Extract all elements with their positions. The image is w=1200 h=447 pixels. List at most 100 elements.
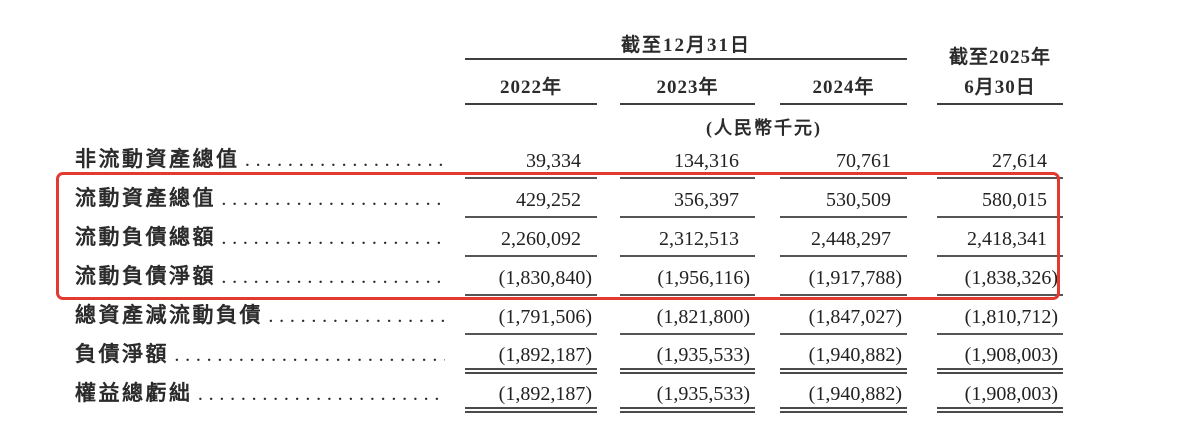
row-label-cell: 流動負債總額 .................................… [75,218,465,257]
spacer [755,218,780,257]
period-2025-header: 截至2025年 [948,47,1051,68]
row-label-cell: 流動資產總值 .................................… [75,179,465,218]
table-row-total-equity-deficit: 權益總虧絀 ..................................… [0,374,1063,413]
currency-unit-row: (人民幣千元) [0,108,1063,138]
period-group-header: 截至12月31日 [465,30,907,60]
row-label: 流動負債總額 [75,225,216,249]
spacer [0,218,75,257]
spacer [0,296,75,335]
spacer [755,70,780,105]
row-label: 流動負債淨額 [75,264,216,288]
spacer [755,374,780,413]
value-2024: 2,448,297 [780,218,907,257]
value-2025h1: (1,908,003) [937,335,1063,374]
spacer [597,70,620,105]
spacer [907,218,937,257]
spacer [75,70,465,105]
spacer [597,374,620,413]
dot-leader: ........................................… [222,232,445,248]
table-body: 非流動資產總值 ................................… [0,140,1063,413]
value-2024: (1,940,882) [780,335,907,374]
value-2023: (1,935,533) [620,335,755,374]
value-2025h1: 580,015 [937,179,1063,218]
row-label: 非流動資產總值 [75,147,240,171]
value-2025h1: 27,614 [937,140,1063,179]
value-2024: (1,847,027) [780,296,907,335]
value-2024: 530,509 [780,179,907,218]
spacer [0,374,75,413]
value-2023: (1,935,533) [620,374,755,413]
row-label-cell: 總資產減流動負債 ...............................… [75,296,465,335]
spacer [597,179,620,218]
table-row-net-current-liabilities: 流動負債淨額 .................................… [0,257,1063,296]
row-label-cell: 權益總虧絀 ..................................… [75,374,465,413]
column-header-jun30-2025: 6月30日 [937,70,1063,105]
spacer [907,296,937,335]
value-2022: (1,830,840) [465,257,597,296]
value-2023: 2,312,513 [620,218,755,257]
value-2023: (1,956,116) [620,257,755,296]
spacer [0,108,75,140]
value-2022: (1,892,187) [465,374,597,413]
row-label-cell: 負債淨額 ...................................… [75,335,465,374]
value-2022: 2,260,092 [465,218,597,257]
column-header-2024: 2024年 [780,70,907,105]
row-label: 權益總虧絀 [75,381,193,405]
table-row-current-liabilities: 流動負債總額 .................................… [0,218,1063,257]
spacer [597,296,620,335]
spacer [907,70,937,105]
value-2022: 429,252 [465,179,597,218]
spacer [907,335,937,374]
spacer [597,218,620,257]
value-2024: (1,940,882) [780,374,907,413]
spacer [0,257,75,296]
spacer [597,257,620,296]
value-2025h1: 2,418,341 [937,218,1063,257]
spacer [907,374,937,413]
dot-leader: ........................................… [269,310,445,326]
spacer [0,70,75,105]
row-label-cell: 流動負債淨額 .................................… [75,257,465,296]
dot-leader: ........................................… [245,154,446,170]
spacer [597,335,620,374]
value-2024: 70,761 [780,140,907,179]
spacer [907,257,937,296]
table-row-total-assets-less-current-liabilities: 總資產減流動負債 ...............................… [0,296,1063,335]
dot-leader: ........................................… [222,193,445,209]
spacer [755,140,780,179]
column-header-2023: 2023年 [620,70,755,105]
spacer [755,296,780,335]
spacer [755,257,780,296]
dot-leader: ........................................… [175,349,445,365]
spacer [0,335,75,374]
spacer [907,140,937,179]
dot-leader: ........................................… [198,388,446,404]
spacer [597,140,620,179]
value-2023: 356,397 [620,179,755,218]
currency-unit-note: (人民幣千元) [706,118,822,138]
row-label: 負債淨額 [75,342,169,366]
spacer [0,140,75,179]
value-2023: (1,821,800) [620,296,755,335]
spacer [755,179,780,218]
value-2022: 39,334 [465,140,597,179]
column-header-2022: 2022年 [465,70,597,105]
value-2025h1: (1,838,326) [937,257,1063,296]
dot-leader: ........................................… [222,271,445,287]
year-header-row: 2022年 2023年 2024年 6月30日 [0,70,1063,105]
table-row-current-assets: 流動資產總值 .................................… [0,179,1063,218]
value-2022: (1,892,187) [465,335,597,374]
row-label-cell: 非流動資產總值 ................................… [75,140,465,179]
value-2025h1: (1,810,712) [937,296,1063,335]
value-2022: (1,791,506) [465,296,597,335]
spacer [907,179,937,218]
spacer [0,179,75,218]
spacer [755,335,780,374]
spacer [75,108,465,140]
table-row-net-liabilities: 負債淨額 ...................................… [0,335,1063,374]
row-label: 流動資產總值 [75,186,216,210]
row-label: 總資產減流動負債 [75,303,263,327]
table-row-non-current-assets: 非流動資產總值 ................................… [0,140,1063,179]
value-2024: (1,917,788) [780,257,907,296]
